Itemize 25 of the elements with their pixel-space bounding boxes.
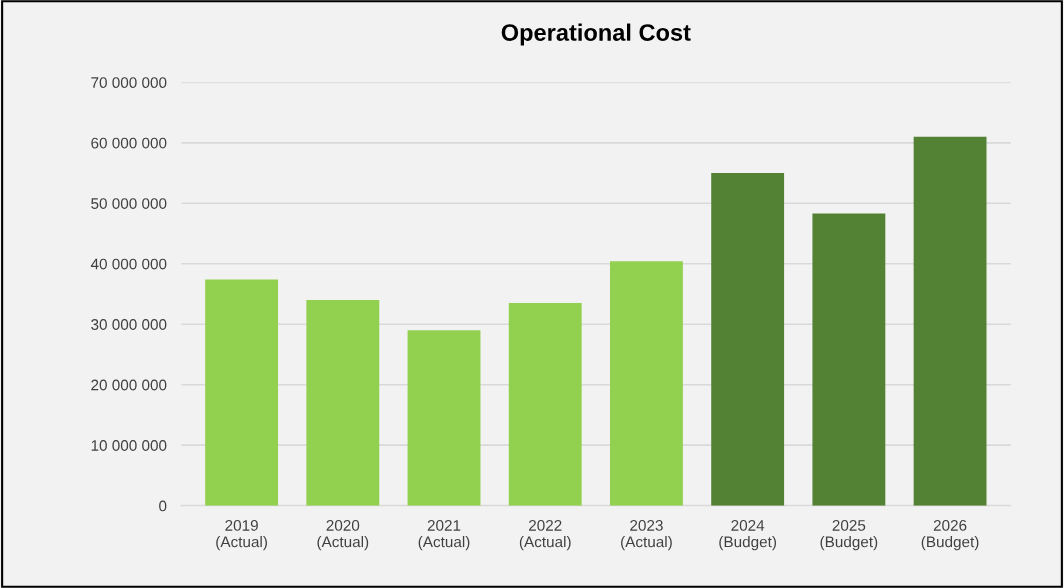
y-tick-label: 60 000 000 bbox=[91, 137, 167, 149]
y-tick-label: 30 000 000 bbox=[91, 319, 167, 330]
y-tick-label: 10 000 000 bbox=[91, 440, 167, 451]
x-tick-label: 2024 (Budget) bbox=[719, 519, 777, 551]
x-tick-label: 2023 (Actual) bbox=[621, 519, 672, 551]
bar bbox=[205, 279, 279, 506]
x-tick-label: 2026 (Budget) bbox=[921, 519, 979, 551]
y-tick-label: 40 000 000 bbox=[90, 258, 167, 270]
bar bbox=[913, 136, 987, 506]
x-tick-label: 2025 (Budget) bbox=[820, 519, 878, 551]
bar bbox=[508, 303, 582, 506]
y-tick-label: 20 000 000 bbox=[91, 379, 167, 391]
bar bbox=[306, 300, 380, 506]
y-tick-label: 0 bbox=[159, 500, 167, 512]
chart-title: Operational Cost bbox=[501, 23, 691, 46]
y-tick-label: 70 000 000 bbox=[91, 77, 167, 89]
x-tick-label: 2022 (Actual) bbox=[519, 519, 571, 551]
x-tick-label: 2021 (Actual) bbox=[418, 519, 470, 551]
bar bbox=[812, 213, 886, 506]
bar bbox=[407, 330, 481, 506]
x-tick-label: 2020 (Actual) bbox=[317, 519, 369, 551]
y-tick-label: 50 000 000 bbox=[91, 198, 167, 209]
x-tick-label: 2019 (Actual) bbox=[216, 519, 267, 551]
bar bbox=[610, 261, 683, 506]
bar bbox=[711, 173, 785, 506]
